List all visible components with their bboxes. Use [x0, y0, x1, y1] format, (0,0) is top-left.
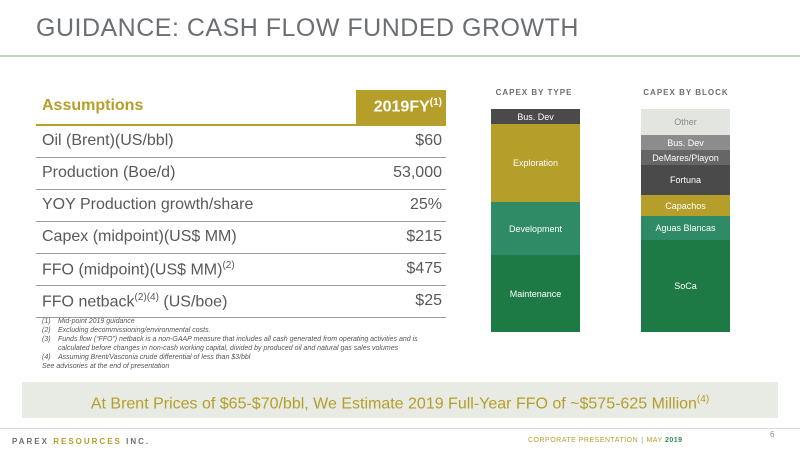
footer-month: MAY — [646, 437, 663, 444]
footnote-num: (4) — [42, 354, 51, 361]
footnote-text: Funds flow (“FFO”) netback is a non-GAAP… — [58, 336, 418, 352]
capex-by-type-title: CAPEX BY TYPE — [495, 88, 573, 97]
row-label-sup: (2) — [222, 260, 235, 271]
capex-by-block-title: CAPEX BY BLOCK — [643, 88, 729, 97]
row-value: $475 — [406, 260, 442, 277]
title-divider — [0, 55, 800, 57]
table-row: Production (Boe/d) 53,000 — [36, 158, 446, 190]
row-label-text: Capex (midpoint)(US$ MM) — [42, 228, 237, 245]
segment-exploration: Exploration — [491, 124, 580, 202]
table-row: Oil (Brent)(US/bbl) $60 — [36, 126, 446, 158]
footnote: (3) Funds flow (“FFO”) netback is a non-G… — [42, 335, 442, 353]
segment-demares-playon: DeMares/Playon — [641, 150, 730, 165]
segment-bus-dev-block: Bus. Dev — [641, 135, 730, 150]
footnote-num: (2) — [42, 327, 51, 334]
row-label-text: YOY Production growth/share — [42, 196, 254, 213]
row-label-text: FFO (midpoint)(US$ MM) — [42, 261, 223, 279]
brand-word-inc: INC. — [126, 437, 151, 446]
header-assumptions: Assumptions — [42, 97, 144, 114]
footer-divider — [0, 428, 800, 429]
footnote-text: Mid-point 2019 guidance — [58, 318, 135, 325]
header-2019fy: 2019FY(1) — [356, 90, 446, 124]
row-label: FFO (midpoint)(US$ MM)(2) — [42, 260, 235, 279]
segment-capachos: Capachos — [641, 195, 730, 216]
row-value: $25 — [415, 292, 442, 309]
table-row: YOY Production growth/share 25% — [36, 190, 446, 222]
header-2019fy-label: 2019FY — [373, 98, 430, 116]
banner-text: At Brent Prices of $65-$70/bbl, We Estim… — [90, 395, 697, 413]
brand-logo-text: PAREX RESOURCES INC. — [12, 437, 150, 446]
assumptions-table: Assumptions 2019FY(1) Oil (Brent)(US/bbl… — [36, 90, 446, 318]
page-number: 6 — [770, 430, 775, 439]
table-header: Assumptions 2019FY(1) — [36, 90, 446, 126]
corporate-presentation-text: CORPORATE PRESENTATION — [528, 437, 639, 444]
table-row: Capex (midpoint)(US$ MM) $215 — [36, 222, 446, 254]
segment-development: Development — [491, 202, 580, 255]
footnote-num: (1) — [42, 318, 51, 325]
header-2019fy-sup: (1) — [429, 97, 442, 108]
footnote: (4) Assuming Brent/Vasconia crude differe… — [42, 353, 442, 362]
footnote: (2) Excluding decommissioning/environment… — [42, 326, 442, 335]
row-label-suffix: (US/boe) — [158, 293, 228, 311]
footnote: See advisories at the end of presentatio… — [42, 362, 442, 371]
row-label: Production (Boe/d) — [42, 164, 175, 182]
segment-fortuna: Fortuna — [641, 165, 730, 195]
footnote-text: Assuming Brent/Vasconia crude differenti… — [58, 354, 251, 361]
brand-word-resources: RESOURCES — [53, 437, 122, 446]
segment-aguas-blancas: Aguas Blancas — [641, 216, 730, 240]
row-label: FFO netback(2)(4) (US/boe) — [42, 292, 227, 311]
ffo-estimate-banner: At Brent Prices of $65-$70/bbl, We Estim… — [22, 382, 778, 418]
table-row: FFO netback(2)(4) (US/boe) $25 — [36, 286, 446, 318]
page-title: GUIDANCE: CASH FLOW FUNDED GROWTH — [36, 14, 579, 42]
row-label: Oil (Brent)(US/bbl) — [42, 132, 174, 150]
segment-bus-dev: Bus. Dev — [491, 109, 580, 124]
row-value: 53,000 — [393, 164, 442, 181]
row-label-text: FFO netback — [42, 293, 135, 311]
row-value: $215 — [406, 228, 442, 245]
footnote-num: (3) — [42, 336, 51, 343]
footnotes: (1) Mid-point 2019 guidance (2) Excluding … — [42, 317, 442, 371]
brand-word-parex: PAREX — [12, 437, 49, 446]
footer-year: 2019 — [665, 437, 683, 444]
banner-sup: (4) — [696, 394, 710, 405]
row-label: YOY Production growth/share — [42, 196, 253, 214]
row-value: 25% — [409, 196, 442, 213]
row-label-sup: (2)(4) — [134, 292, 159, 303]
footnote: (1) Mid-point 2019 guidance — [42, 317, 442, 326]
footer-corporate-label: CORPORATE PRESENTATION | MAY 2019 — [528, 437, 683, 444]
row-label-text: Production (Boe/d) — [42, 164, 176, 181]
footnote-text: Excluding decommissioning/environmental … — [58, 327, 211, 334]
row-value: $60 — [415, 132, 442, 149]
table-row: FFO (midpoint)(US$ MM)(2) $475 — [36, 254, 446, 286]
row-label: Capex (midpoint)(US$ MM) — [42, 228, 237, 246]
footer-separator: | — [641, 437, 644, 444]
row-label-text: Oil (Brent)(US/bbl) — [42, 132, 174, 149]
segment-maintenance: Maintenance — [491, 255, 580, 332]
footnote-text: See advisories at the end of presentatio… — [42, 363, 170, 370]
segment-other: Other — [641, 109, 730, 135]
segment-soca: SoCa — [641, 240, 730, 332]
